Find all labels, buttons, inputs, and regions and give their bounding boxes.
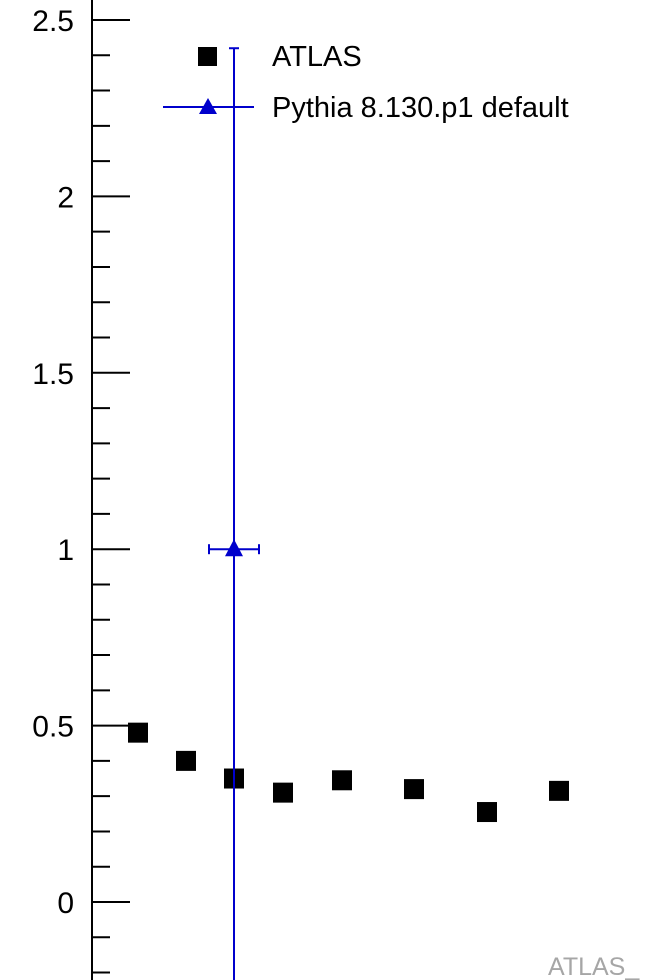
legend-atlas-label: ATLAS bbox=[272, 41, 362, 73]
y-tick-label: 0 bbox=[57, 887, 74, 920]
y-axis: 0 0.5 1 1.5 2 2.5 bbox=[32, 0, 130, 980]
atlas-point bbox=[404, 779, 424, 800]
legend-pythia-marker bbox=[199, 98, 217, 114]
watermark: ATLAS_ bbox=[548, 953, 640, 980]
y-tick-label: 1.5 bbox=[32, 358, 74, 391]
y-tick-label: 2 bbox=[57, 181, 74, 214]
pythia-point bbox=[225, 539, 243, 557]
atlas-point bbox=[176, 750, 196, 771]
legend: ATLAS Pythia 8.130.p1 default bbox=[163, 41, 569, 124]
atlas-point bbox=[477, 802, 497, 823]
legend-pythia-label: Pythia 8.130.p1 default bbox=[272, 92, 569, 124]
legend-atlas-marker bbox=[198, 47, 217, 66]
y-tick-label: 1 bbox=[57, 534, 74, 567]
y-tick-label: 2.5 bbox=[32, 5, 74, 38]
atlas-point bbox=[273, 782, 293, 803]
y-tick-label: 0.5 bbox=[32, 711, 74, 744]
pythia-series bbox=[208, 47, 260, 980]
atlas-point bbox=[128, 722, 148, 743]
atlas-point bbox=[549, 780, 569, 801]
atlas-point bbox=[332, 770, 352, 791]
atlas-series bbox=[128, 722, 569, 823]
